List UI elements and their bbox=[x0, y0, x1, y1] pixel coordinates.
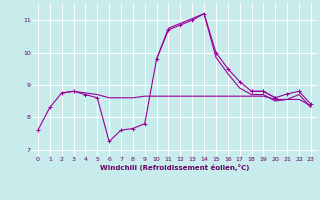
X-axis label: Windchill (Refroidissement éolien,°C): Windchill (Refroidissement éolien,°C) bbox=[100, 164, 249, 171]
